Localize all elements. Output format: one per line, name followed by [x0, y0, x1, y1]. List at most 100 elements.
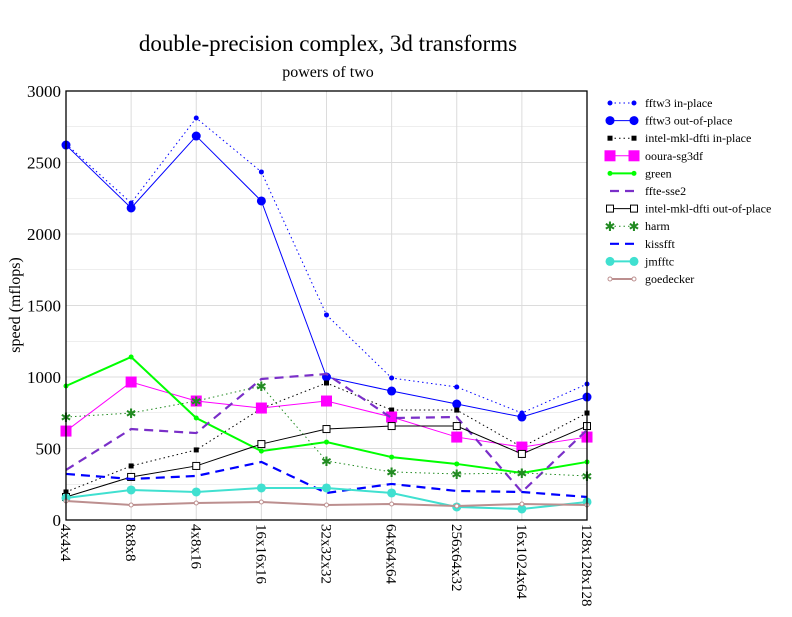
data-point: [258, 169, 264, 175]
data-point: [454, 407, 460, 413]
data-point: ✱: [126, 406, 137, 421]
data-point: [607, 135, 613, 141]
data-point: [193, 500, 199, 506]
data-point: [389, 407, 395, 413]
y-axis-label: speed (mflops): [7, 257, 24, 353]
data-point: ✱: [256, 379, 267, 394]
legend-item: ✱ ✱ harm: [605, 219, 671, 234]
legend-item: ooura-sg3df: [604, 149, 703, 163]
data-point: [324, 439, 329, 445]
y-tick-label: 3000: [27, 82, 61, 101]
legend-label: harm: [645, 219, 670, 233]
data-point: ✱: [191, 394, 202, 409]
data-point: [606, 204, 614, 213]
data-point: [193, 447, 199, 453]
data-point: [517, 449, 526, 458]
plot-frame: [65, 90, 588, 521]
data-point: ✱: [516, 466, 527, 481]
legend-label: goedecker: [645, 272, 694, 286]
data-point: [324, 312, 329, 318]
data-point: [322, 483, 331, 493]
data-point: ✱: [629, 219, 640, 234]
legend-item: fftw3 in-place: [607, 96, 712, 110]
axes: 4x4x4 8x8x8 4x8x16 16x16x16 32x32x32 64x64x64…: [27, 82, 594, 607]
legend-item: green: [607, 166, 672, 180]
series-green: [63, 354, 590, 476]
data-point: [324, 380, 329, 386]
x-tick-label: 32x32x32: [318, 524, 334, 584]
data-point: [389, 375, 395, 381]
data-point: [191, 487, 201, 497]
y-tick-label: 0: [53, 511, 62, 530]
data-point: [517, 412, 527, 422]
data-point: [324, 502, 329, 508]
data-point: [454, 384, 460, 390]
data-point: ✱: [451, 467, 462, 482]
legend-label: kissfft: [645, 237, 675, 251]
data-point: [630, 204, 638, 213]
legend-item: goedecker: [607, 272, 694, 286]
data-point: [452, 399, 462, 409]
data-point: ✱: [605, 219, 616, 234]
legend-label: ooura-sg3df: [645, 149, 703, 163]
legend-label: fftw3 in-place: [645, 96, 712, 110]
legend-item: intel-mkl-dfti in-place: [607, 131, 751, 145]
data-point: [126, 485, 136, 495]
data-point: [605, 256, 615, 266]
data-point: [126, 203, 136, 213]
data-point: ✱: [386, 465, 397, 480]
legend-label: ffte-sse2: [645, 184, 686, 198]
data-point: [517, 504, 527, 514]
y-tick-label: 2000: [27, 225, 61, 244]
data-point: [128, 354, 134, 360]
series-goedecker: [63, 498, 590, 509]
data-point: [387, 386, 397, 396]
data-point: [128, 463, 134, 469]
data-point: [193, 115, 199, 121]
y-tick-label: 500: [36, 440, 62, 459]
data-point: [193, 415, 199, 421]
legend-label: intel-mkl-dfti out-of-place: [645, 202, 771, 216]
x-tick-label: 4x4x4: [57, 524, 73, 562]
y-tick-label: 1000: [27, 368, 61, 387]
data-point: [258, 448, 264, 454]
data-point: [451, 431, 463, 443]
x-tick-label: 128x128x128: [578, 524, 594, 607]
legend-label: green: [645, 166, 672, 180]
data-point: [322, 425, 331, 434]
data-point: [127, 472, 136, 481]
data-point: [258, 499, 264, 505]
series-kissfft: [65, 460, 588, 499]
data-point: [629, 256, 639, 266]
data-point: [386, 411, 398, 423]
data-point: [631, 100, 637, 106]
legend-label: jmfftc: [644, 254, 674, 268]
x-tick-label: 16x1024x64: [513, 524, 529, 600]
y-tick-label: 2500: [27, 154, 61, 173]
data-point: [607, 170, 613, 176]
series-line: [65, 460, 588, 499]
series-jmfftc: [61, 483, 592, 514]
data-point: [128, 502, 134, 508]
data-point: [255, 402, 267, 414]
legend-item: ffte-sse2: [610, 184, 686, 198]
data-point: [604, 150, 616, 162]
legend: fftw3 in-place fftw3 out-of-place intel-mk…: [604, 96, 771, 286]
legend-label: fftw3 out-of-place: [645, 114, 732, 128]
data-point: [389, 501, 395, 507]
data-point: [629, 116, 639, 126]
x-tick-label: 64x64x64: [383, 524, 399, 585]
x-tick-label: 256x64x32: [448, 524, 464, 592]
data-point: [321, 395, 332, 407]
data-point: [256, 196, 266, 206]
data-point: [389, 454, 395, 460]
data-point: [607, 276, 613, 282]
data-point: [454, 503, 460, 509]
chart-title: double-precision complex, 3d transforms: [139, 31, 517, 56]
x-tick-label: 16x16x16: [252, 524, 268, 585]
data-point: [454, 461, 460, 467]
data-point: ✱: [321, 454, 332, 469]
legend-item: fftw3 out-of-place: [605, 114, 732, 128]
data-point: [628, 150, 640, 162]
